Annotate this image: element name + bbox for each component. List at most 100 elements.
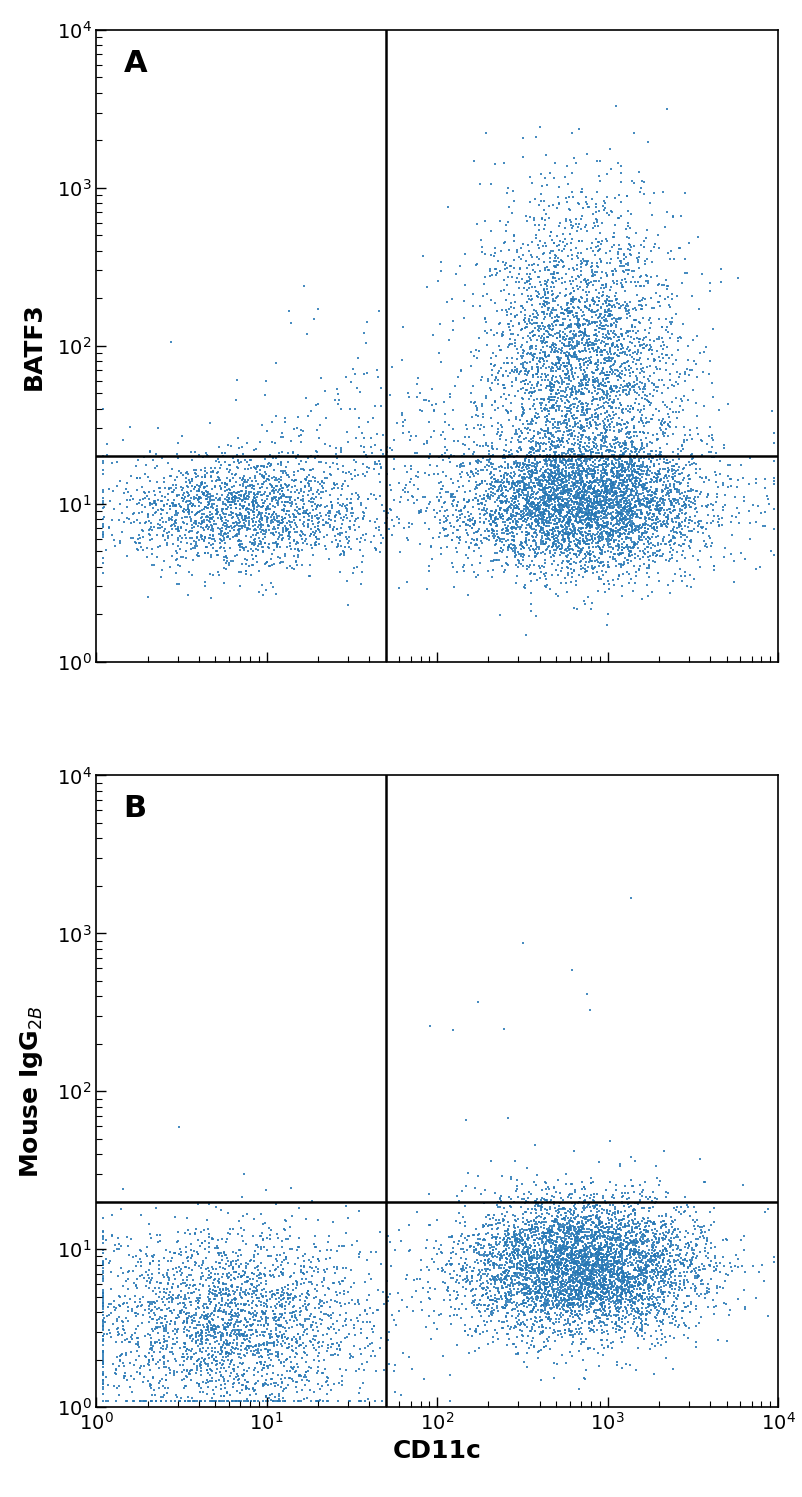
Point [485, 1302, 498, 1326]
Point [529, 1238, 541, 1262]
Point [145, 554, 158, 578]
Point [556, 1259, 569, 1283]
Point [624, 479, 637, 503]
Point [471, 1293, 484, 1317]
Point [649, 347, 662, 371]
Point [541, 422, 554, 446]
Point [185, 1323, 198, 1347]
Point [553, 506, 566, 530]
Point [568, 1243, 581, 1266]
Point [561, 323, 573, 347]
Point [624, 1269, 637, 1293]
Point [615, 499, 628, 522]
Point [484, 549, 497, 573]
Point [676, 434, 689, 458]
Point [588, 1290, 601, 1314]
Point [500, 490, 512, 513]
Point [547, 470, 560, 494]
Point [576, 485, 589, 509]
Point [609, 1222, 622, 1246]
Point [608, 350, 621, 374]
Point [328, 506, 341, 530]
Point [144, 510, 157, 534]
Point [534, 1298, 547, 1322]
Point [587, 337, 600, 361]
Point [634, 1277, 647, 1301]
Point [578, 1259, 591, 1283]
Point [609, 1271, 622, 1295]
Point [630, 467, 642, 491]
Point [280, 1328, 293, 1352]
Point [221, 1292, 234, 1316]
Point [414, 1266, 427, 1290]
Point [591, 1277, 604, 1301]
Point [97, 1283, 110, 1307]
Point [143, 1347, 156, 1371]
Point [628, 1292, 641, 1316]
Point [553, 500, 565, 524]
Point [294, 1311, 306, 1335]
Point [650, 1256, 662, 1280]
Point [464, 1278, 477, 1302]
Point [125, 484, 138, 507]
Point [207, 1326, 220, 1350]
Point [638, 1196, 650, 1220]
Point [144, 493, 156, 516]
Point [508, 1222, 520, 1246]
Point [577, 395, 589, 419]
Point [494, 528, 507, 552]
Point [144, 1323, 157, 1347]
Point [273, 1290, 286, 1314]
Point [273, 536, 286, 560]
Point [273, 1389, 286, 1413]
Point [511, 1281, 524, 1305]
Point [114, 1286, 127, 1310]
Point [568, 516, 581, 540]
Point [581, 488, 594, 512]
Point [498, 475, 511, 499]
Point [648, 1244, 661, 1268]
Point [309, 493, 322, 516]
Point [663, 1250, 676, 1274]
Point [508, 1190, 520, 1214]
Point [580, 1286, 593, 1310]
Point [610, 287, 622, 311]
Point [563, 352, 576, 376]
Point [523, 269, 536, 293]
Point [591, 229, 604, 253]
Point [645, 531, 658, 555]
Point [560, 415, 573, 439]
Point [319, 406, 332, 430]
Point [539, 257, 552, 281]
Point [574, 478, 587, 501]
Point [569, 1262, 581, 1286]
Point [566, 501, 579, 525]
Point [322, 510, 334, 534]
Point [569, 533, 582, 557]
Point [533, 491, 545, 515]
Point [641, 493, 654, 516]
Point [260, 1337, 273, 1361]
Point [283, 1292, 296, 1316]
Point [551, 1211, 564, 1235]
Point [157, 522, 170, 546]
Point [567, 278, 580, 302]
Point [193, 487, 206, 510]
Point [549, 1234, 562, 1257]
Point [617, 536, 630, 560]
Point [597, 347, 610, 371]
Point [647, 466, 660, 490]
Point [570, 1260, 583, 1284]
Point [584, 1204, 597, 1228]
Point [294, 1253, 307, 1277]
Point [569, 1251, 581, 1275]
Point [585, 1266, 598, 1290]
Point [129, 1332, 142, 1356]
Point [672, 455, 685, 479]
Point [249, 1275, 262, 1299]
Point [588, 464, 601, 488]
Point [525, 487, 537, 510]
Point [635, 1284, 648, 1308]
Point [219, 1373, 232, 1397]
Point [722, 475, 735, 499]
